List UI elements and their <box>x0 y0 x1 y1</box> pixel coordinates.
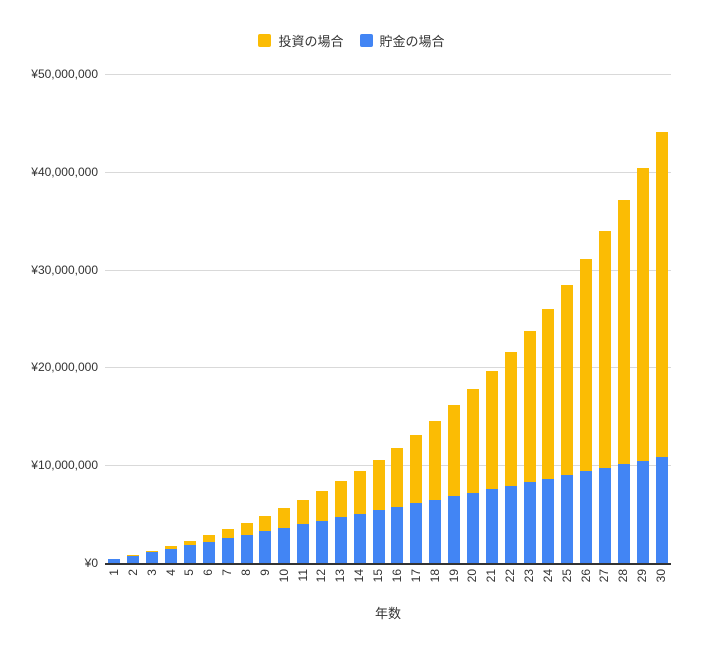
x-tick-label: 13 <box>333 569 348 583</box>
bar-savings-year-26[interactable] <box>580 471 593 563</box>
bar-savings-year-28[interactable] <box>617 464 630 563</box>
y-tick-label: ¥20,000,000 <box>31 360 98 375</box>
x-tick-label: 18 <box>427 569 442 583</box>
x-tick-label: 29 <box>635 569 650 583</box>
bar-savings-year-30[interactable] <box>655 457 668 563</box>
bar-investment-year-30[interactable] <box>655 132 668 563</box>
y-tick-label: ¥50,000,000 <box>31 67 98 81</box>
legend-item-savings[interactable]: 貯金の場合 <box>359 31 445 50</box>
x-tick-label: 16 <box>389 569 404 583</box>
x-tick-label: 30 <box>654 569 669 583</box>
x-tick-label: 19 <box>446 569 461 583</box>
x-axis-title: 年数 <box>374 606 401 621</box>
x-tick-label: 27 <box>597 569 612 583</box>
x-tick-label: 2 <box>125 569 140 576</box>
x-tick-label: 21 <box>484 569 499 583</box>
bar-savings-year-1[interactable] <box>108 559 121 563</box>
x-tick-label: 8 <box>239 569 253 576</box>
legend-label-savings: 貯金の場合 <box>379 34 445 49</box>
bar-savings-year-14[interactable] <box>353 513 366 563</box>
x-tick-label: 25 <box>559 569 574 583</box>
gridline <box>105 367 671 369</box>
bar-savings-year-3[interactable] <box>146 552 159 563</box>
bar-savings-year-23[interactable] <box>523 482 536 563</box>
chart-legend: 投資の場合 貯金の場合 <box>0 31 703 50</box>
bar-savings-year-7[interactable] <box>221 538 234 563</box>
x-tick-label: 1 <box>106 569 121 576</box>
bar-savings-year-4[interactable] <box>165 548 178 563</box>
x-tick-label: 7 <box>220 569 235 576</box>
x-tick-label: 5 <box>182 569 197 576</box>
plot-area <box>105 74 671 565</box>
x-tick-label: 10 <box>276 569 291 583</box>
bar-savings-year-17[interactable] <box>410 503 423 563</box>
bar-savings-year-16[interactable] <box>391 506 404 563</box>
bar-savings-year-21[interactable] <box>485 489 498 563</box>
gridline <box>105 465 671 467</box>
bar-savings-year-12[interactable] <box>315 520 328 563</box>
legend-label-investment: 投資の場合 <box>278 34 344 49</box>
x-tick-label: 23 <box>522 569 536 583</box>
bar-savings-year-11[interactable] <box>297 524 310 563</box>
bar-savings-year-20[interactable] <box>466 492 479 563</box>
bar-savings-year-15[interactable] <box>372 510 385 563</box>
x-tick-label: 28 <box>616 569 631 583</box>
y-tick-label: ¥40,000,000 <box>31 164 98 179</box>
x-tick-label: 17 <box>408 569 423 583</box>
x-tick-label: 9 <box>257 569 272 576</box>
bar-savings-year-25[interactable] <box>561 474 574 563</box>
bar-savings-year-5[interactable] <box>183 545 196 563</box>
bar-savings-year-27[interactable] <box>598 467 611 563</box>
x-tick-label: 6 <box>201 569 216 576</box>
x-tick-label: 26 <box>578 569 593 583</box>
bar-savings-year-2[interactable] <box>127 555 140 563</box>
legend-swatch-investment-icon <box>258 34 272 47</box>
bar-savings-year-29[interactable] <box>636 460 649 563</box>
legend-item-investment[interactable]: 投資の場合 <box>258 31 344 50</box>
gridline <box>105 269 671 271</box>
bar-savings-year-18[interactable] <box>429 499 442 563</box>
bar-savings-year-22[interactable] <box>504 485 517 563</box>
gridline <box>105 74 671 75</box>
x-tick-label: 15 <box>371 569 386 583</box>
bar-savings-year-24[interactable] <box>542 478 555 563</box>
legend-swatch-savings-icon <box>359 34 373 47</box>
x-tick-label: 20 <box>465 569 480 583</box>
y-tick-label: ¥10,000,000 <box>31 458 98 473</box>
x-tick-label: 22 <box>503 569 518 583</box>
x-tick-label: 24 <box>540 569 555 583</box>
bar-savings-year-8[interactable] <box>240 534 253 563</box>
gridline <box>105 171 671 173</box>
x-tick-label: 12 <box>314 569 329 583</box>
y-axis-labels: ¥50,000,000 ¥40,000,000 ¥30,000,000 ¥20,000… <box>0 0 98 648</box>
x-tick-label: 4 <box>163 569 178 576</box>
y-tick-label: ¥30,000,000 <box>31 262 98 277</box>
x-tick-label: 3 <box>144 569 159 576</box>
y-tick-label: ¥0 <box>84 556 98 570</box>
bar-savings-year-10[interactable] <box>278 527 291 563</box>
bar-savings-year-6[interactable] <box>202 541 215 563</box>
bar-savings-year-13[interactable] <box>334 517 347 563</box>
x-tick-label: 11 <box>295 569 310 582</box>
bar-savings-year-9[interactable] <box>259 531 272 563</box>
x-tick-label: 14 <box>352 569 367 583</box>
bar-savings-year-19[interactable] <box>448 496 461 563</box>
